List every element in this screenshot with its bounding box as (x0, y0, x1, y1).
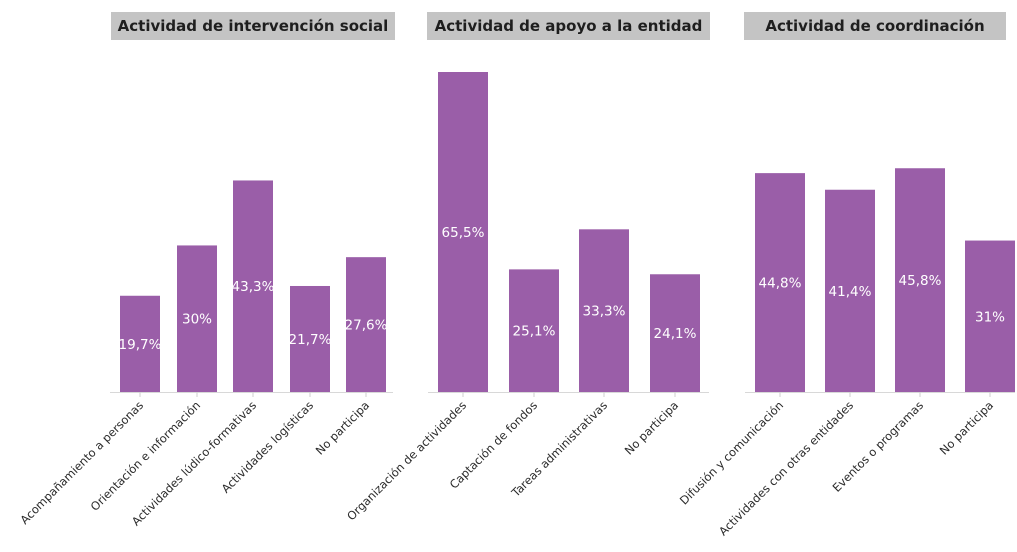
x-tick-label: Actividades con otras entidades (716, 398, 856, 538)
chart-panel-1: Actividad de intervención social 19,7% Aco… (17, 12, 395, 528)
panel-title-background (111, 12, 395, 40)
x-tick-label: No participa (313, 398, 372, 457)
panel-title: Actividad de apoyo a la entidad (435, 17, 703, 35)
bar (579, 229, 629, 392)
x-tick-label: No participa (622, 398, 681, 457)
bar (509, 269, 559, 392)
bar (438, 72, 488, 392)
data-label: 27,6% (345, 318, 388, 334)
data-label: 30% (182, 312, 212, 328)
bar (650, 274, 700, 392)
data-label: 33,3% (583, 304, 626, 320)
data-label: 24,1% (654, 326, 697, 342)
bar (120, 295, 160, 392)
x-tick-label: Actividades lúdico-formativas (129, 398, 259, 528)
x-tick-label: Acompañamiento a personas (17, 398, 146, 527)
chart-panel-2: Actividad de apoyo a la entidad65,5%Orga… (344, 12, 710, 523)
panel-title-background (744, 12, 1006, 40)
panel-title: Actividad de intervención social (118, 17, 389, 35)
x-tick-label: Orientación e información (88, 398, 203, 513)
panel-title: Actividad de coordinación (765, 17, 984, 35)
bar (825, 189, 875, 392)
bar (965, 240, 1015, 392)
bar (755, 173, 805, 392)
bar (346, 257, 386, 392)
data-label: 44,8% (759, 276, 802, 292)
data-label: 19,7% (119, 337, 162, 353)
data-label: 65,5% (442, 225, 485, 241)
bar (233, 180, 273, 392)
x-tick-label: No participa (937, 398, 996, 457)
bar (177, 245, 217, 392)
bar (895, 168, 945, 392)
data-label: 25,1% (513, 324, 556, 340)
data-label: 31% (975, 309, 1005, 325)
data-label: 45,8% (899, 273, 942, 289)
data-label: 43,3% (232, 279, 275, 295)
data-label: 21,7% (289, 332, 332, 348)
data-label: 41,4% (829, 284, 872, 300)
bar (290, 285, 330, 392)
panel-title-background (427, 12, 710, 40)
